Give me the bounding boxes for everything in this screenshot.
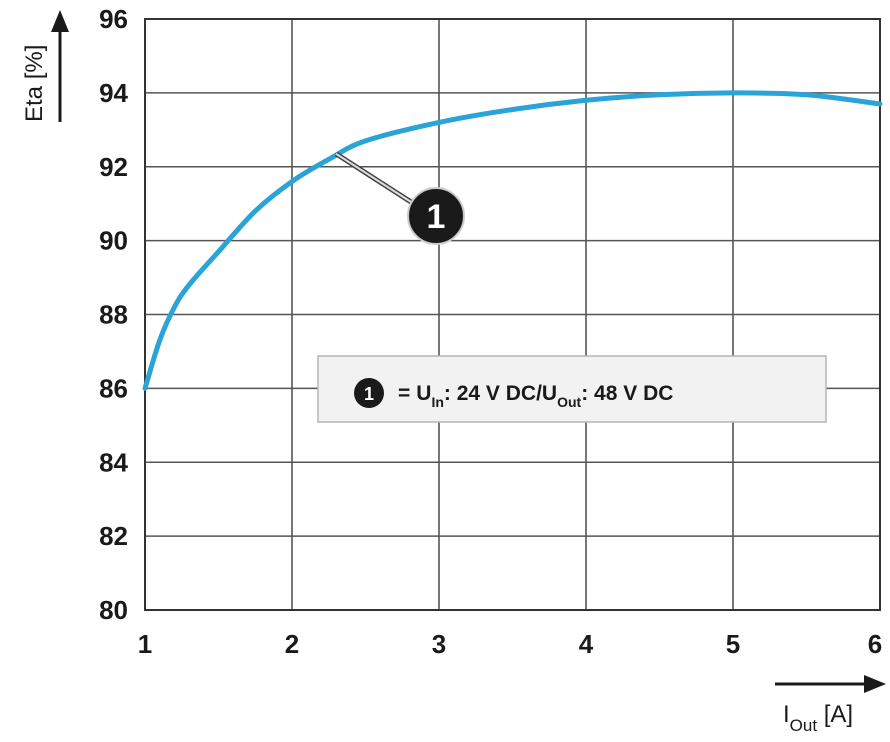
y-tick-label: 92	[99, 152, 128, 182]
y-tick-label: 90	[99, 226, 128, 256]
plot-frame	[144, 18, 881, 611]
x-tick-label: 3	[432, 629, 446, 659]
callout-leader	[335, 152, 412, 203]
callout: 1	[334, 151, 465, 245]
y-tick-labels: 80 82 84 86 88 90 92 94 96	[99, 4, 128, 625]
y-tick-label: 96	[99, 4, 128, 34]
x-axis-arrow-head	[864, 675, 886, 693]
y-axis-label: Eta [%]	[21, 45, 48, 122]
x-tick-label: 2	[285, 629, 299, 659]
legend: 1 = UIn: 24 V DC/UOut: 48 V DC	[317, 355, 827, 423]
y-tick-label: 80	[99, 595, 128, 625]
x-tick-label: 4	[579, 629, 594, 659]
y-tick-label: 94	[99, 78, 128, 108]
y-axis-title: Eta [%]	[21, 10, 69, 122]
x-tick-labels: 1 2 3 4 5 6	[138, 629, 882, 659]
x-axis-title: IOut [A]	[775, 675, 886, 735]
y-tick-label: 84	[99, 447, 128, 477]
y-tick-label: 82	[99, 521, 128, 551]
x-tick-label: 6	[868, 629, 882, 659]
y-tick-label: 88	[99, 300, 128, 330]
legend-box	[317, 355, 827, 423]
x-tick-label: 5	[726, 629, 740, 659]
x-axis-label: IOut [A]	[783, 701, 853, 735]
series-group	[142, 90, 883, 391]
y-axis-arrow-head	[51, 10, 69, 32]
legend-text: = UIn: 24 V DC/UOut: 48 V DC	[398, 382, 673, 410]
legend-marker-circle	[354, 378, 384, 408]
x-tick-label: 1	[138, 629, 152, 659]
callout-marker-label: 1	[427, 198, 446, 236]
series-line-1	[142, 90, 883, 391]
callout-marker-circle	[407, 187, 465, 245]
y-tick-label: 86	[99, 373, 128, 403]
legend-marker-label: 1	[364, 384, 374, 404]
